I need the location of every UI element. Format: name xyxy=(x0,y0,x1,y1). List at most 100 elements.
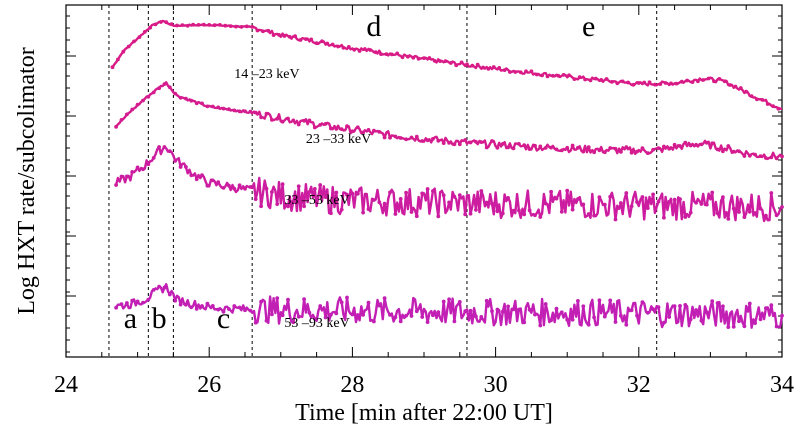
data-point xyxy=(184,96,188,101)
data-point xyxy=(619,150,623,154)
data-point xyxy=(538,215,543,219)
data-point xyxy=(674,81,679,86)
data-point xyxy=(572,77,577,81)
data-point xyxy=(602,202,607,207)
data-point xyxy=(576,145,580,150)
data-point xyxy=(431,313,435,318)
data-point xyxy=(764,306,768,310)
data-point xyxy=(180,23,185,27)
data-point xyxy=(457,193,462,198)
data-point xyxy=(264,186,269,191)
data-point xyxy=(314,41,319,46)
data-point xyxy=(406,54,410,59)
data-point xyxy=(286,116,290,121)
data-point xyxy=(738,86,743,90)
data-point xyxy=(533,312,537,317)
data-point xyxy=(382,296,387,300)
data-point xyxy=(737,149,741,154)
data-point xyxy=(508,70,512,74)
data-point xyxy=(577,75,582,80)
data-point xyxy=(667,146,672,151)
data-point xyxy=(368,48,373,52)
data-point xyxy=(559,310,564,315)
data-point xyxy=(522,320,527,325)
data-point xyxy=(361,130,365,135)
data-point xyxy=(255,28,260,33)
data-point xyxy=(184,165,188,169)
data-point xyxy=(416,56,421,61)
data-point xyxy=(457,300,462,304)
data-point xyxy=(624,322,629,327)
data-point xyxy=(425,187,430,191)
data-point xyxy=(350,129,355,134)
tick-marks xyxy=(65,5,783,357)
data-point xyxy=(704,140,709,145)
data-point xyxy=(597,148,602,153)
data-point xyxy=(227,183,231,188)
data-point xyxy=(518,70,523,75)
data-point xyxy=(635,313,639,318)
phase-label-e: e xyxy=(582,10,595,43)
data-point xyxy=(656,199,661,204)
data-point xyxy=(382,201,387,206)
data-point xyxy=(534,72,539,77)
data-point xyxy=(200,101,204,106)
data-point xyxy=(602,150,607,155)
data-point xyxy=(567,73,571,78)
data-point xyxy=(683,215,688,219)
data-point xyxy=(513,70,518,74)
data-point xyxy=(490,201,494,206)
data-point xyxy=(556,73,561,78)
data-point xyxy=(275,296,280,300)
data-point xyxy=(411,55,416,60)
data-point xyxy=(210,104,215,109)
data-point xyxy=(447,297,451,302)
data-point xyxy=(286,297,290,302)
data-point xyxy=(491,65,496,69)
data-point xyxy=(774,156,779,161)
data-point xyxy=(291,199,296,204)
data-point xyxy=(704,310,709,315)
data-point xyxy=(239,25,244,29)
data-point xyxy=(414,309,419,314)
data-point xyxy=(422,56,426,60)
data-point xyxy=(312,125,317,130)
data-point xyxy=(559,209,564,214)
data-point xyxy=(533,213,537,218)
data-point xyxy=(393,134,398,139)
data-point xyxy=(382,135,387,140)
data-point xyxy=(565,188,570,193)
data-point xyxy=(780,313,784,318)
data-point xyxy=(629,308,634,313)
data-point xyxy=(148,25,153,30)
data-point xyxy=(339,300,344,305)
data-point xyxy=(130,107,135,112)
data-point xyxy=(307,190,312,194)
data-point xyxy=(586,145,591,150)
data-point xyxy=(696,79,700,84)
data-point xyxy=(615,81,620,86)
data-point xyxy=(436,138,441,143)
data-point xyxy=(506,304,510,309)
data-point xyxy=(173,91,178,96)
data-point xyxy=(651,307,655,312)
data-point xyxy=(125,112,129,117)
data-point xyxy=(685,78,689,83)
data-point xyxy=(613,320,618,324)
data-point xyxy=(721,195,725,200)
data-point xyxy=(420,191,425,196)
series-line-3 xyxy=(114,145,783,223)
data-point xyxy=(653,82,657,87)
data-point xyxy=(312,316,317,321)
data-point xyxy=(631,82,636,87)
data-point xyxy=(372,198,376,202)
data-point xyxy=(441,193,446,198)
data-point xyxy=(608,146,613,150)
data-point xyxy=(710,141,715,146)
data-point xyxy=(259,299,263,304)
data-point xyxy=(699,142,704,147)
data-point xyxy=(608,298,613,303)
data-point xyxy=(173,159,178,163)
data-point xyxy=(135,165,140,170)
data-point xyxy=(441,141,446,146)
